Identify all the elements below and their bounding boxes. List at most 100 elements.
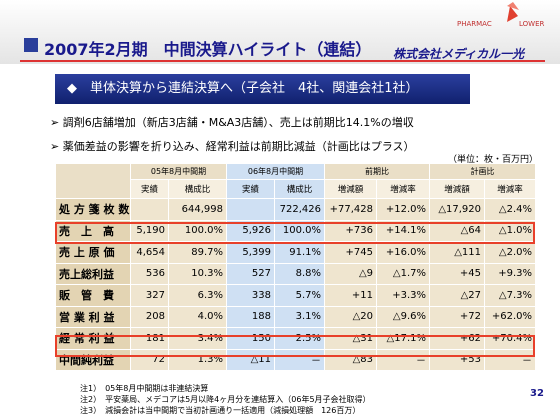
sub-header: 実績 (130, 179, 169, 199)
table-row: 経 常 利 益 181 3.4% 150 2.5% △31 △17.1% +62 +70.4% (55, 327, 536, 350)
cell: +11 (324, 284, 377, 307)
cell: 5,926 (226, 219, 275, 242)
cell: － (274, 348, 325, 371)
cell: △17,920 (429, 198, 485, 221)
page-number: 32 (530, 388, 544, 399)
header-band (0, 0, 560, 64)
cell (226, 198, 275, 221)
cell: △1.0% (484, 219, 536, 242)
group-header-row: 05年8月中間期 06年8月中間期 前期比 計画比 (55, 163, 536, 199)
cell: +77,428 (324, 198, 377, 221)
group-header: 前期比 (324, 163, 430, 180)
note: 注3） 減損会計は当中間期で当初計画通り一括適用（減損処理額 126百万） (80, 406, 361, 415)
table: 05年8月中間期 06年8月中間期 前期比 計画比 実績 構成比 実績 構成比 増減額 増減率 増減… (55, 163, 536, 371)
bullet: ➢ 薬価差益の影響を折り込み、経常利益は前期比減益（計画比はプラス） (50, 140, 415, 153)
cell: +736 (324, 219, 377, 242)
highlight-box (55, 335, 535, 357)
group-header: 06年8月中間期 (226, 163, 325, 180)
cell: 1.3% (168, 348, 227, 371)
cell: △20 (324, 305, 377, 328)
note: 注1） 05年8月中間期は非連結決算 (80, 384, 209, 393)
row-label: 中間純利益 (55, 348, 131, 371)
cell: － (376, 348, 430, 371)
table-row: 営 業 利 益 208 4.0% 188 3.1% △20 △9.6% +72 +62.0% (55, 305, 536, 328)
cell: △7.3% (484, 284, 536, 307)
row-label: 売 上 高 (55, 219, 131, 242)
logo: PHARMAC LOWER (457, 2, 545, 28)
cell: +16.0% (376, 241, 430, 264)
cell: 208 (130, 305, 169, 328)
table-row: 販 管 費 327 6.3% 338 5.7% +11 +3.3% △27 △7.3% (55, 284, 536, 307)
cell: 5.7% (274, 284, 325, 307)
diamond: ◆ (67, 81, 90, 96)
title-icon (24, 38, 38, 52)
row-label: 営 業 利 益 (55, 305, 131, 328)
cell: △11 (226, 348, 275, 371)
cell: 91.1% (274, 241, 325, 264)
sub-header: 増減額 (429, 179, 485, 199)
cell: △111 (429, 241, 485, 264)
cell: 3.4% (168, 327, 227, 350)
company: 株式会社メディカル一光 (393, 47, 525, 61)
cell: 181 (130, 327, 169, 350)
highlight-box (55, 222, 535, 244)
cell: △83 (324, 348, 377, 371)
cell: +62.0% (484, 305, 536, 328)
cell: － (484, 348, 536, 371)
sub-header: 増減率 (484, 179, 536, 199)
cell: +45 (429, 262, 485, 285)
cell: 10.3% (168, 262, 227, 285)
corner (55, 163, 131, 199)
cell: △64 (429, 219, 485, 242)
cell: 536 (130, 262, 169, 285)
table-row: 売 上 原 価 4,654 89.7% 5,399 91.1% +745 +16.0% △11… (55, 241, 536, 264)
cell: +3.3% (376, 284, 430, 307)
sub-header-row: 実績 構成比 実績 構成比 増減額 増減率 増減額 増減率 (56, 179, 536, 199)
cell: +62 (429, 327, 485, 350)
row-label: 売 上 原 価 (55, 241, 131, 264)
unit: （単位：枚・百万円） (448, 155, 539, 165)
cell: 722,426 (274, 198, 325, 221)
bullet-text: 薬価差益の影響を折り込み、経常利益は前期比減益（計画比はプラス） (62, 140, 415, 153)
cell: 4,654 (130, 241, 169, 264)
group-header: 計画比 (429, 163, 536, 180)
row-label: 処 方 箋 枚 数 (55, 198, 131, 221)
cell: 3.1% (274, 305, 325, 328)
cell: 327 (130, 284, 169, 307)
sub-header: 構成比 (168, 179, 227, 199)
row-label: 売上総利益 (55, 262, 131, 285)
note: 注2） 平安薬局、メデコアは5月以降4ヶ月分を連結算入（06年5月子会社取得） (80, 395, 371, 404)
table-row: 中間純利益 72 1.3% △11 － △83 － +53 － (55, 348, 536, 371)
sub-header: 実績 (226, 179, 275, 199)
divider (20, 60, 545, 62)
bullet-text: 調剤6店舗増加（新店3店舗・M&A3店舗）、売上は前期比14.1%の増収 (62, 116, 414, 129)
cell: +745 (324, 241, 377, 264)
table-row: 売上総利益 536 10.3% 527 8.8% △9 △1.7% +45 +9.3% (55, 262, 536, 285)
cell: +14.1% (376, 219, 430, 242)
cell: 4.0% (168, 305, 227, 328)
section-banner: ◆ 単体決算から連結決算へ（子会社 4社、関連会社1社） (55, 74, 470, 104)
cell: +70.4% (484, 327, 536, 350)
table-row: 処 方 箋 枚 数 644,998 722,426 +77,428 +12.0% △17,… (55, 198, 536, 221)
cell: +72 (429, 305, 485, 328)
cell: 527 (226, 262, 275, 285)
group-header: 05年8月中間期 (130, 163, 227, 180)
cell: 188 (226, 305, 275, 328)
row-label: 販 管 費 (55, 284, 131, 307)
sub-header: 増減率 (376, 179, 430, 199)
cell: △9.6% (376, 305, 430, 328)
section-text: 単体決算から連結決算へ（子会社 4社、関連会社1社） (90, 81, 419, 96)
cell: 644,998 (168, 198, 227, 221)
bullet: ➢ 調剤6店舗増加（新店3店舗・M&A3店舗）、売上は前期比14.1%の増収 (50, 116, 414, 129)
cell: 6.3% (168, 284, 227, 307)
cell (130, 198, 169, 221)
logo-text: LOWER (519, 20, 545, 28)
sub-header: 構成比 (274, 179, 325, 199)
cell: 89.7% (168, 241, 227, 264)
logo-text: PHARMAC (457, 20, 492, 28)
title: 2007年2月期 中間決算ハイライト（連結） (44, 40, 372, 59)
cell: △2.0% (484, 241, 536, 264)
cell: △31 (324, 327, 377, 350)
cell: 8.8% (274, 262, 325, 285)
